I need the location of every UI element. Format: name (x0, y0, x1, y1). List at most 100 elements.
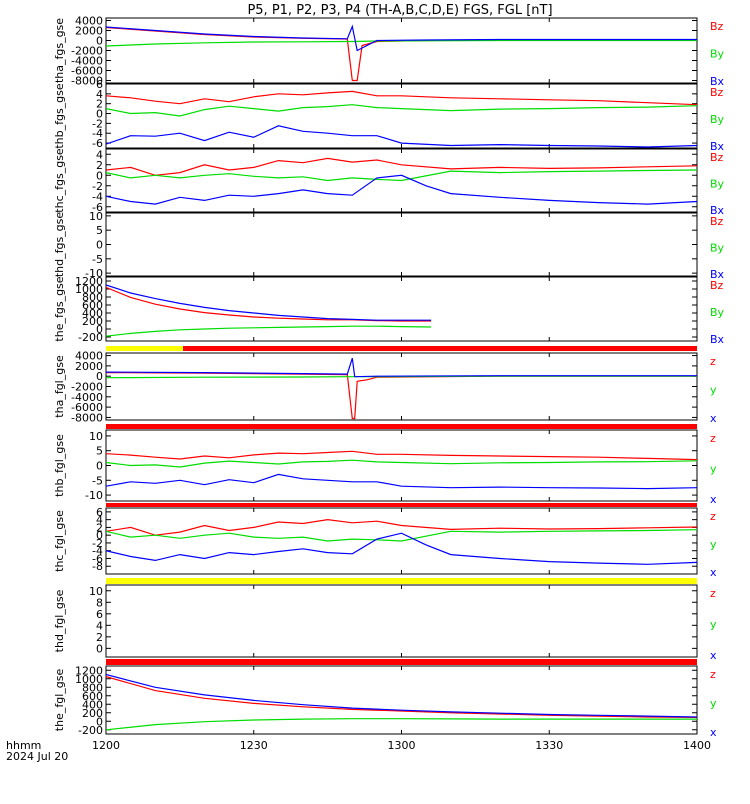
y-tick-label: 4 (96, 619, 103, 632)
y-tick-label: 0 (96, 715, 103, 728)
time-axis-label: hhmm (6, 739, 41, 752)
y-tick-label: 1000 (75, 283, 103, 296)
series-By (106, 169, 697, 182)
y-axis-label: the_fgs_gse (53, 276, 66, 341)
legend-Bz: Bz (710, 279, 724, 292)
status-bar-segment (106, 503, 697, 507)
legend-Bx: Bx (710, 333, 725, 346)
y-tick-label: 4 (96, 148, 103, 161)
panel-frame (105, 276, 698, 342)
series-Bx (106, 284, 432, 321)
y-tick-label: 10 (89, 585, 103, 598)
y-tick-label: 4 (96, 514, 103, 527)
legend-Bz: Bz (710, 20, 724, 33)
series-Bz (106, 90, 697, 106)
series-By (106, 39, 697, 47)
panel-stack: 400020000-2000-4000-6000-8000tha_fgs_gse… (53, 15, 725, 740)
series-z (106, 450, 697, 461)
y-tick-label: 1200 (75, 664, 103, 677)
legend-y: y (710, 697, 717, 710)
y-tick-label: 6 (96, 78, 103, 91)
series-z (106, 518, 697, 536)
y-tick-label: 600 (82, 299, 103, 312)
x-tick-label: 1330 (535, 739, 563, 752)
legend-z: z (710, 587, 716, 600)
legend-z: z (710, 432, 716, 445)
series-By (106, 104, 697, 117)
legend-y: y (710, 384, 717, 397)
y-tick-label: 800 (82, 291, 103, 304)
y-tick-label: 400 (82, 698, 103, 711)
series-x (106, 532, 697, 565)
series-Bz (106, 286, 432, 322)
legend-z: z (710, 510, 716, 523)
panel-thd_fgs_gse: 105 0-5-10 thd_fgs_gse Bz By Bx (53, 210, 725, 281)
legend-By: By (710, 113, 725, 126)
y-tick-label: -4000 (71, 55, 103, 68)
series-group (106, 24, 697, 82)
y-tick-label: 1200 (75, 275, 103, 288)
panel-thc_fgs_gse: 420-2-4-6 thc_fgs_gse Bz By Bx (53, 148, 725, 217)
date-label: 2024 Jul 20 (6, 750, 68, 763)
y-tick-label: -4000 (71, 391, 103, 404)
series-Bx (106, 125, 697, 148)
panel-frame (105, 665, 698, 735)
y-tick-label: 8 (96, 596, 103, 609)
y-tick-label: -8000 (71, 75, 103, 88)
y-tick-label: -200 (78, 724, 103, 737)
y-tick-label: -10 (85, 489, 103, 502)
legend-x: x (710, 493, 717, 506)
panel-frame (105, 429, 698, 502)
y-axis-label: tha_fgs_gse (53, 18, 66, 83)
y-tick-label: 0 (96, 169, 103, 182)
series-group (106, 358, 697, 420)
series-group (106, 90, 697, 148)
legend-Bz: Bz (710, 151, 724, 164)
y-axis-label: thb_fgs_gse (53, 83, 66, 149)
panel-frame (105, 212, 698, 277)
y-tick-label: -6 (92, 552, 103, 565)
y-tick-label: 0 (96, 239, 103, 252)
x-tick-label: 1230 (240, 739, 268, 752)
y-tick-label: 2000 (75, 360, 103, 373)
y-axis-label: thd_fgs_gse (53, 212, 66, 278)
y-tick-label: 0 (96, 460, 103, 473)
legend-z: z (710, 668, 716, 681)
legend-x: x (710, 412, 717, 425)
legend-Bx: Bx (710, 204, 725, 217)
legend-y: y (710, 618, 717, 631)
legend-x: x (710, 566, 717, 579)
series-group (106, 450, 697, 490)
y-tick-label: 2 (96, 98, 103, 111)
y-tick-label: -200 (78, 331, 103, 344)
x-axis: 1200 1230 1300 1330 1400 (92, 739, 711, 752)
x-tick-label: 1200 (92, 739, 120, 752)
legend-Bz: Bz (710, 86, 724, 99)
y-tick-label: 4 (96, 88, 103, 101)
y-tick-label: 0 (96, 370, 103, 383)
series-Bx (106, 174, 697, 205)
y-tick-label: 0 (96, 108, 103, 121)
legend-Bz: Bz (710, 215, 724, 228)
legend-By: By (710, 178, 725, 191)
y-tick-label: -8000 (71, 411, 103, 424)
y-tick-label: -6 (92, 201, 103, 214)
y-tick-label: -6000 (71, 401, 103, 414)
y-tick-label: 400 (82, 307, 103, 320)
y-tick-label: 2000 (75, 25, 103, 38)
y-axis-label: the_fgl_gse (53, 669, 66, 732)
y-tick-label: 2 (96, 631, 103, 644)
y-axis-label: thc_fgl_gse (53, 510, 66, 572)
series-group (106, 157, 697, 205)
panel-frame (105, 83, 698, 149)
series-group (106, 284, 432, 337)
y-tick-label: -5 (92, 253, 103, 266)
y-tick-label: -4 (92, 190, 103, 203)
status-bar-segment (106, 424, 697, 429)
legend-x: x (710, 726, 717, 739)
y-tick-label: 0 (96, 642, 103, 655)
panel-frame (105, 584, 698, 658)
